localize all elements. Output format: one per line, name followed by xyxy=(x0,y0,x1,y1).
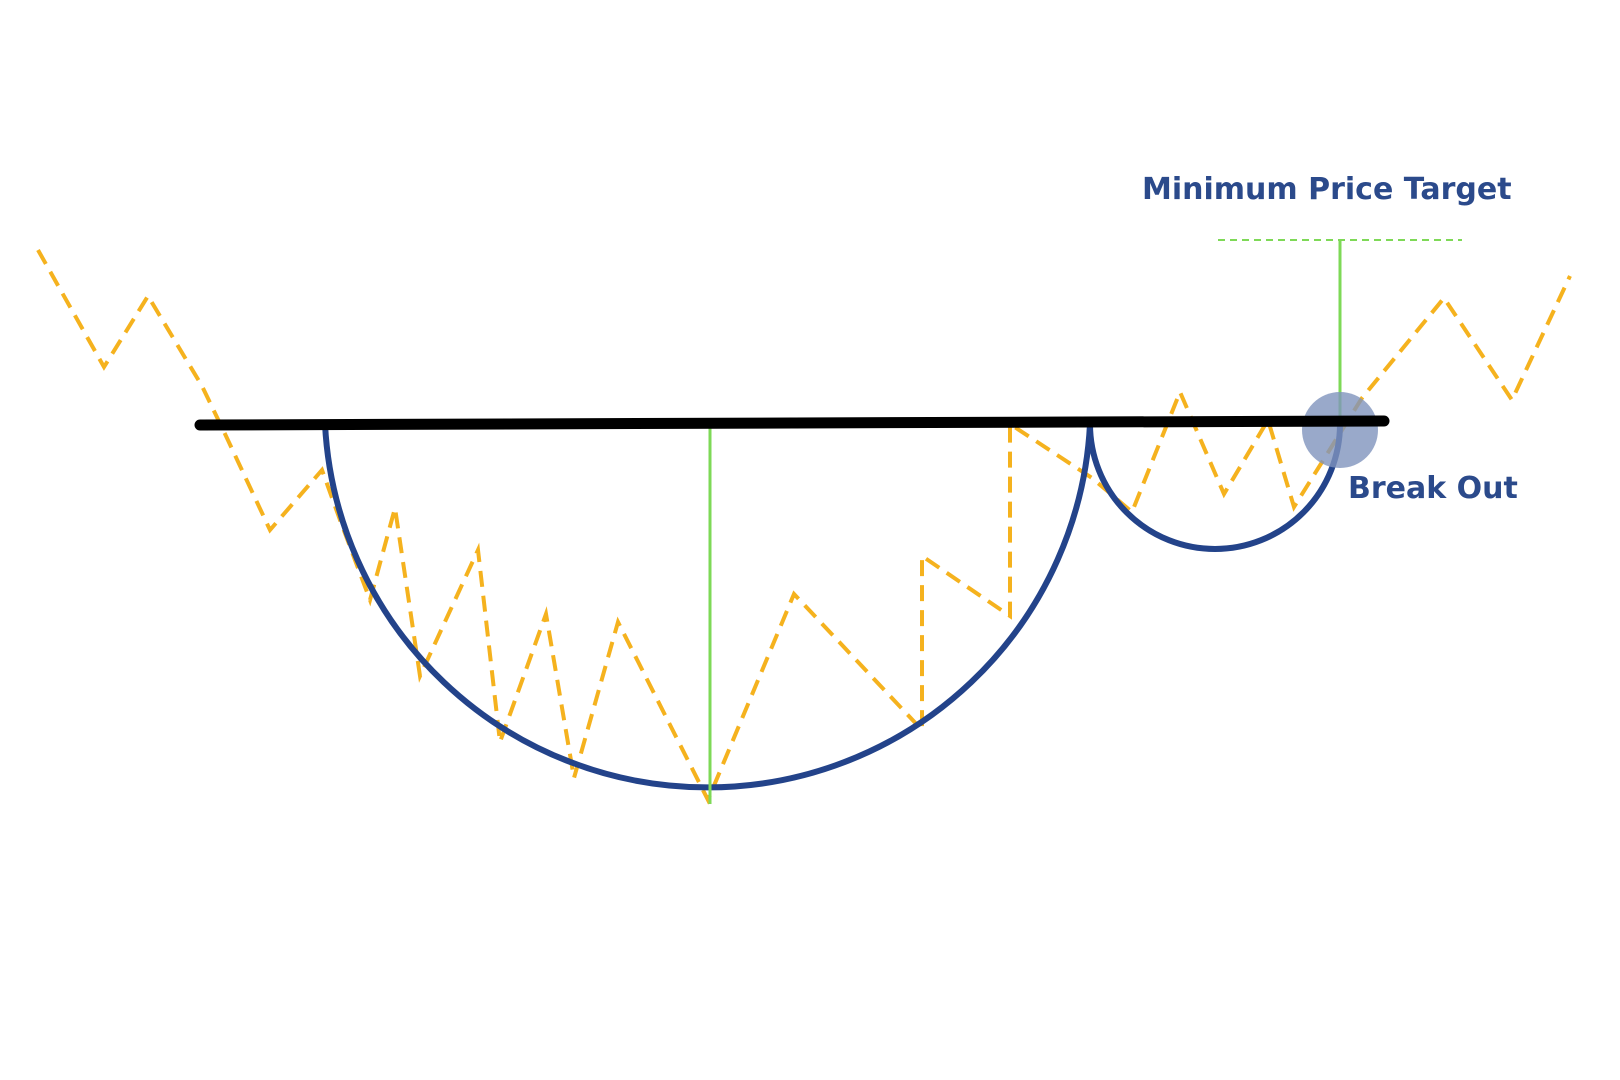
cup-curve xyxy=(322,423,1093,791)
breakout-label: Break Out xyxy=(1348,471,1518,506)
breakout-marker xyxy=(1302,392,1378,468)
handle-curve xyxy=(1087,423,1343,552)
price-action-line xyxy=(36,249,1572,805)
target-label: Minimum Price Target xyxy=(1142,172,1512,207)
resistance-line xyxy=(194,415,1390,431)
